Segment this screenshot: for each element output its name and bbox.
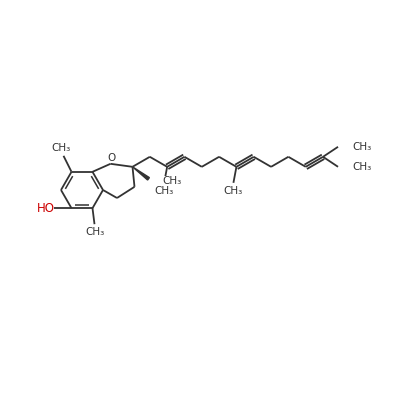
Text: CH₃: CH₃	[224, 186, 243, 196]
Text: CH₃: CH₃	[352, 162, 371, 172]
Text: O: O	[107, 153, 116, 163]
Text: CH₃: CH₃	[154, 186, 174, 196]
Text: CH₃: CH₃	[86, 227, 105, 237]
Text: CH₃: CH₃	[352, 142, 371, 152]
Text: CH₃: CH₃	[52, 143, 71, 153]
Polygon shape	[132, 167, 150, 180]
Text: HO: HO	[36, 202, 54, 215]
Text: CH₃: CH₃	[162, 176, 182, 186]
